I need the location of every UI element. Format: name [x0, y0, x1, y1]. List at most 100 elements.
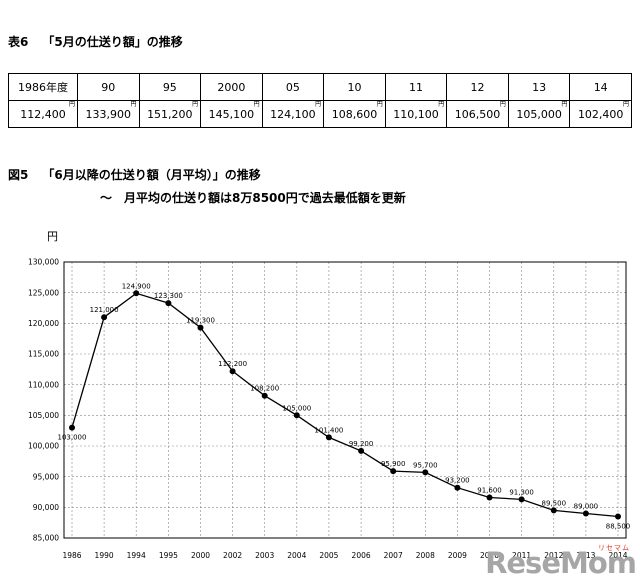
plot-border [63, 261, 627, 539]
table-header-row: 1986年度 90 95 2000 05 10 11 12 13 14 [8, 73, 632, 101]
point-label: 99,200 [349, 440, 374, 448]
data-point [615, 513, 621, 520]
series-line [71, 292, 619, 518]
y-tick-label: 120,000 [28, 319, 59, 328]
yen-unit: 円 [315, 101, 322, 108]
value-cell: 円 151,200 [138, 100, 202, 128]
value-text: 105,000 [516, 107, 562, 121]
value-text: 124,100 [270, 107, 316, 121]
point-label: 95,900 [381, 460, 406, 468]
header-cell: 10 [323, 73, 386, 101]
point-label: 91,600 [477, 487, 502, 495]
data-point [293, 412, 300, 419]
header-cell: 95 [138, 73, 202, 101]
x-tick-label: 1990 [95, 551, 114, 560]
yen-unit: 円 [253, 101, 260, 108]
header-cell: 2000 [200, 73, 263, 101]
value-cell: 円 124,100 [261, 100, 325, 128]
value-text: 112,400 [20, 107, 66, 121]
data-point [325, 434, 332, 441]
watermark-katakana: リセマム [598, 544, 630, 552]
point-label: 95,700 [413, 461, 438, 469]
resemom-logo: ReseMom [485, 546, 637, 580]
y-tick-label: 125,000 [28, 288, 59, 297]
point-label: 112,200 [218, 360, 247, 368]
table-value-row: 円 112,400 円 133,900 円 151,200 円 145,100 円 124… [8, 100, 632, 128]
data-point [197, 324, 204, 331]
header-cell: 13 [507, 73, 571, 101]
data-point [261, 392, 268, 399]
yen-unit: 円 [499, 101, 506, 108]
yen-unit: 円 [561, 101, 568, 108]
data-point [454, 484, 461, 491]
value-cell: 円 112,400 [8, 100, 78, 128]
x-tick-label: 2008 [416, 551, 435, 560]
value-text: 102,400 [577, 107, 624, 121]
data-point [422, 469, 429, 476]
y-tick-label: 105,000 [28, 411, 59, 420]
value-cell: 円 110,100 [384, 100, 448, 128]
yen-unit: 円 [438, 101, 445, 108]
x-tick-label: 1995 [159, 551, 178, 560]
data-point [550, 507, 557, 514]
y-tick-label: 90,000 [33, 503, 59, 512]
data-point [518, 496, 525, 503]
value-text: 151,200 [147, 107, 193, 121]
y-tick-label: 110,000 [28, 380, 59, 389]
header-cell: 14 [569, 73, 632, 101]
point-label: 93,200 [445, 477, 470, 485]
data-point [101, 314, 108, 321]
value-cell: 円 133,900 [77, 100, 140, 128]
value-text: 110,100 [393, 107, 439, 121]
x-tick-label: 2006 [352, 551, 371, 560]
x-tick-label: 2000 [191, 551, 210, 560]
table6-caption: 表6 「5月の仕送り額」の推移 [8, 33, 183, 50]
point-label: 91,300 [509, 488, 534, 496]
data-point [390, 468, 397, 475]
value-text: 106,500 [454, 107, 501, 121]
header-cell: 12 [446, 73, 509, 101]
data-point [133, 290, 140, 297]
may-remittance-table: 1986年度 90 95 2000 05 10 11 12 13 14 円 112… [8, 73, 632, 128]
point-label: 119,300 [186, 317, 215, 325]
y-tick-label: 100,000 [28, 442, 59, 451]
data-point [582, 510, 589, 517]
value-text: 133,900 [85, 107, 132, 121]
figure5-caption: 図5 「6月以降の仕送り額（月平均）」の推移 [8, 166, 261, 183]
y-tick-label: 115,000 [28, 350, 59, 359]
point-label: 124,900 [122, 282, 151, 290]
value-text: 145,100 [208, 107, 255, 121]
point-label: 103,000 [58, 434, 87, 442]
yen-unit: 円 [376, 101, 383, 108]
figure5-subtitle: ～ 月平均の仕送り額は8万8500円で過去最低額を更新 [100, 191, 406, 205]
table6-label: 表6 [8, 35, 29, 49]
header-cell: 05 [261, 73, 325, 101]
yen-unit: 円 [192, 101, 199, 108]
point-label: 89,000 [574, 503, 599, 511]
x-tick-label: 2014 [608, 551, 627, 560]
point-label: 121,000 [90, 306, 119, 314]
table6-title-text: 「5月の仕送り額」の推移 [42, 35, 183, 49]
x-tick-label: 1994 [127, 551, 146, 560]
value-text: 108,600 [331, 107, 378, 121]
yen-unit: 円 [68, 101, 75, 108]
figure5-title-text: 「6月以降の仕送り額（月平均）」の推移 [42, 168, 261, 182]
point-label: 108,200 [250, 385, 279, 393]
x-tick-label: 1986 [62, 551, 81, 560]
data-point [229, 368, 236, 375]
yen-unit: 円 [622, 101, 629, 108]
x-tick-label: 2012 [544, 551, 563, 560]
remittance-line-chart: 130,000 125,000 120,000 115,000 110,000 105,0… [0, 228, 640, 576]
data-point [165, 300, 172, 307]
x-tick-label: 2003 [255, 551, 274, 560]
y-tick-label: 95,000 [33, 472, 59, 481]
x-tick-label: 2013 [576, 551, 595, 560]
data-point [486, 494, 493, 501]
x-tick-label: 2010 [480, 551, 499, 560]
figure5-label: 図5 [8, 168, 29, 182]
yen-unit: 円 [130, 101, 137, 108]
header-cell: 11 [384, 73, 448, 101]
point-label: 123,300 [154, 292, 183, 300]
value-cell: 円 106,500 [446, 100, 509, 128]
value-cell: 円 105,000 [507, 100, 571, 128]
